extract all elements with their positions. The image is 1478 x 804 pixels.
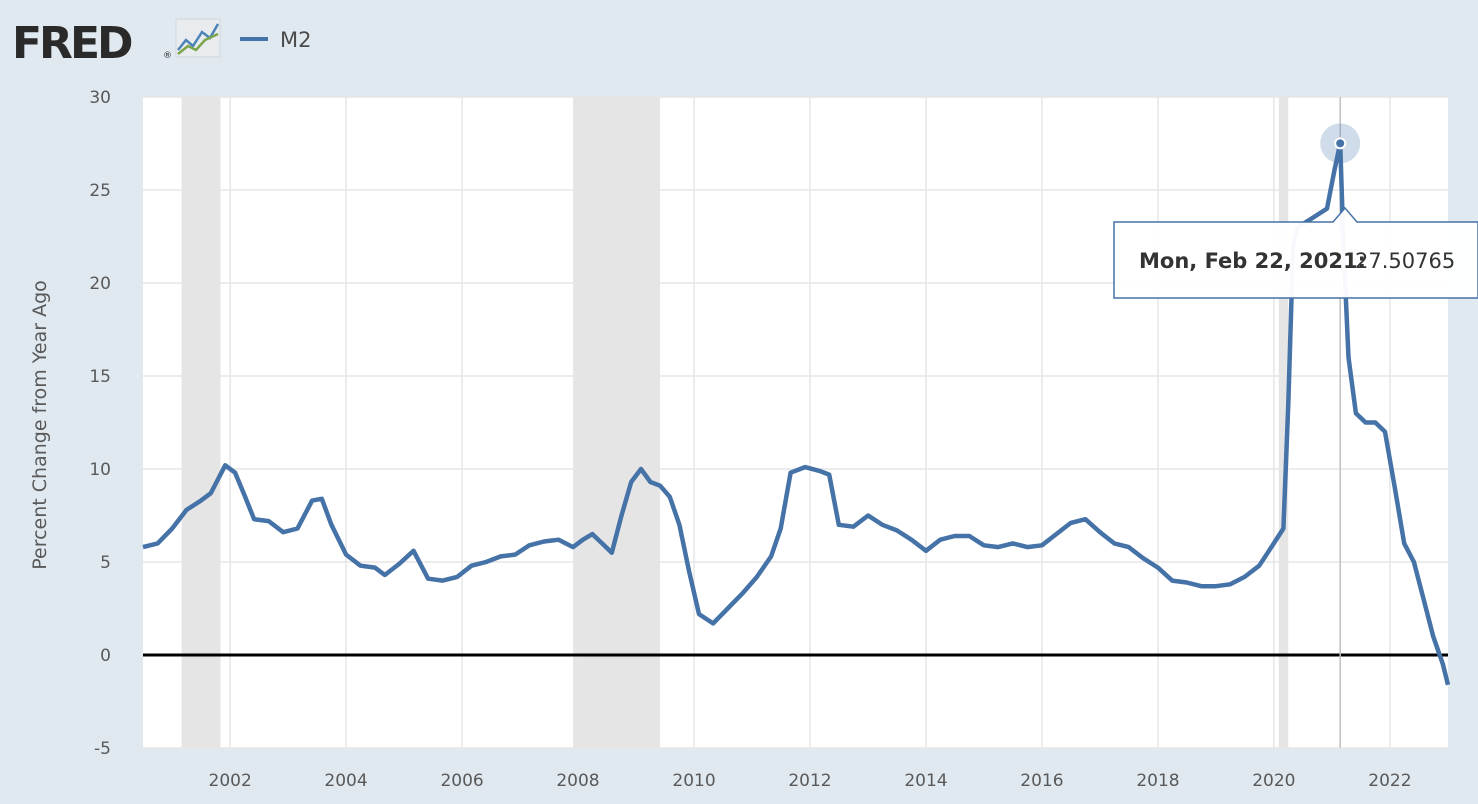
tooltip-date: Mon, Feb 22, 2021: [1139, 249, 1366, 273]
y-tick-label: 30 [89, 88, 111, 108]
x-tick-label: 2010 [672, 771, 715, 791]
x-tick-label: 2002 [209, 771, 252, 791]
tooltip: Mon, Feb 22, 2021: 27.50765 [1113, 206, 1478, 299]
y-tick-label: -5 [94, 739, 111, 759]
recession-band [573, 97, 661, 748]
y-tick-label: 25 [89, 181, 111, 201]
x-tick-labels: 2002 2004 2006 2008 2010 2012 2014 2016 2018 2020… [209, 771, 1412, 791]
legend-label-m2: M2 [280, 28, 311, 52]
recession-band [181, 97, 221, 748]
y-tick-label: 10 [89, 460, 111, 480]
x-tick-label: 2018 [1136, 771, 1179, 791]
x-tick-label: 2004 [324, 771, 367, 791]
chart-logo-icon [175, 18, 221, 58]
legend[interactable]: M2 [240, 28, 311, 52]
x-tick-label: 2014 [904, 771, 947, 791]
x-tick-label: 2012 [788, 771, 831, 791]
y-tick-label: 5 [100, 553, 111, 573]
y-tick-labels: -5 0 5 10 15 20 25 30 [89, 88, 111, 759]
plot-background [143, 97, 1448, 748]
x-tick-label: 2020 [1252, 771, 1295, 791]
x-tick-label: 2006 [440, 771, 483, 791]
recession-band [1278, 97, 1289, 748]
tooltip-value: 27.50765 [1355, 249, 1455, 273]
y-axis-title: Percent Change from Year Ago [29, 280, 51, 570]
y-tick-label: 15 [89, 367, 111, 387]
x-tick-label: 2016 [1020, 771, 1063, 791]
hover-point[interactable] [1334, 137, 1347, 150]
y-tick-label: 0 [100, 646, 111, 666]
x-tick-label: 2022 [1368, 771, 1411, 791]
fred-logo[interactable]: FRED ® [12, 18, 221, 69]
tooltip-box [1113, 206, 1478, 299]
fred-logo-text: FRED [12, 18, 132, 69]
y-tick-label: 20 [89, 274, 111, 294]
recession-bands [181, 97, 1289, 748]
x-tick-label: 2008 [556, 771, 599, 791]
fred-logo-mark: ® [163, 51, 172, 61]
